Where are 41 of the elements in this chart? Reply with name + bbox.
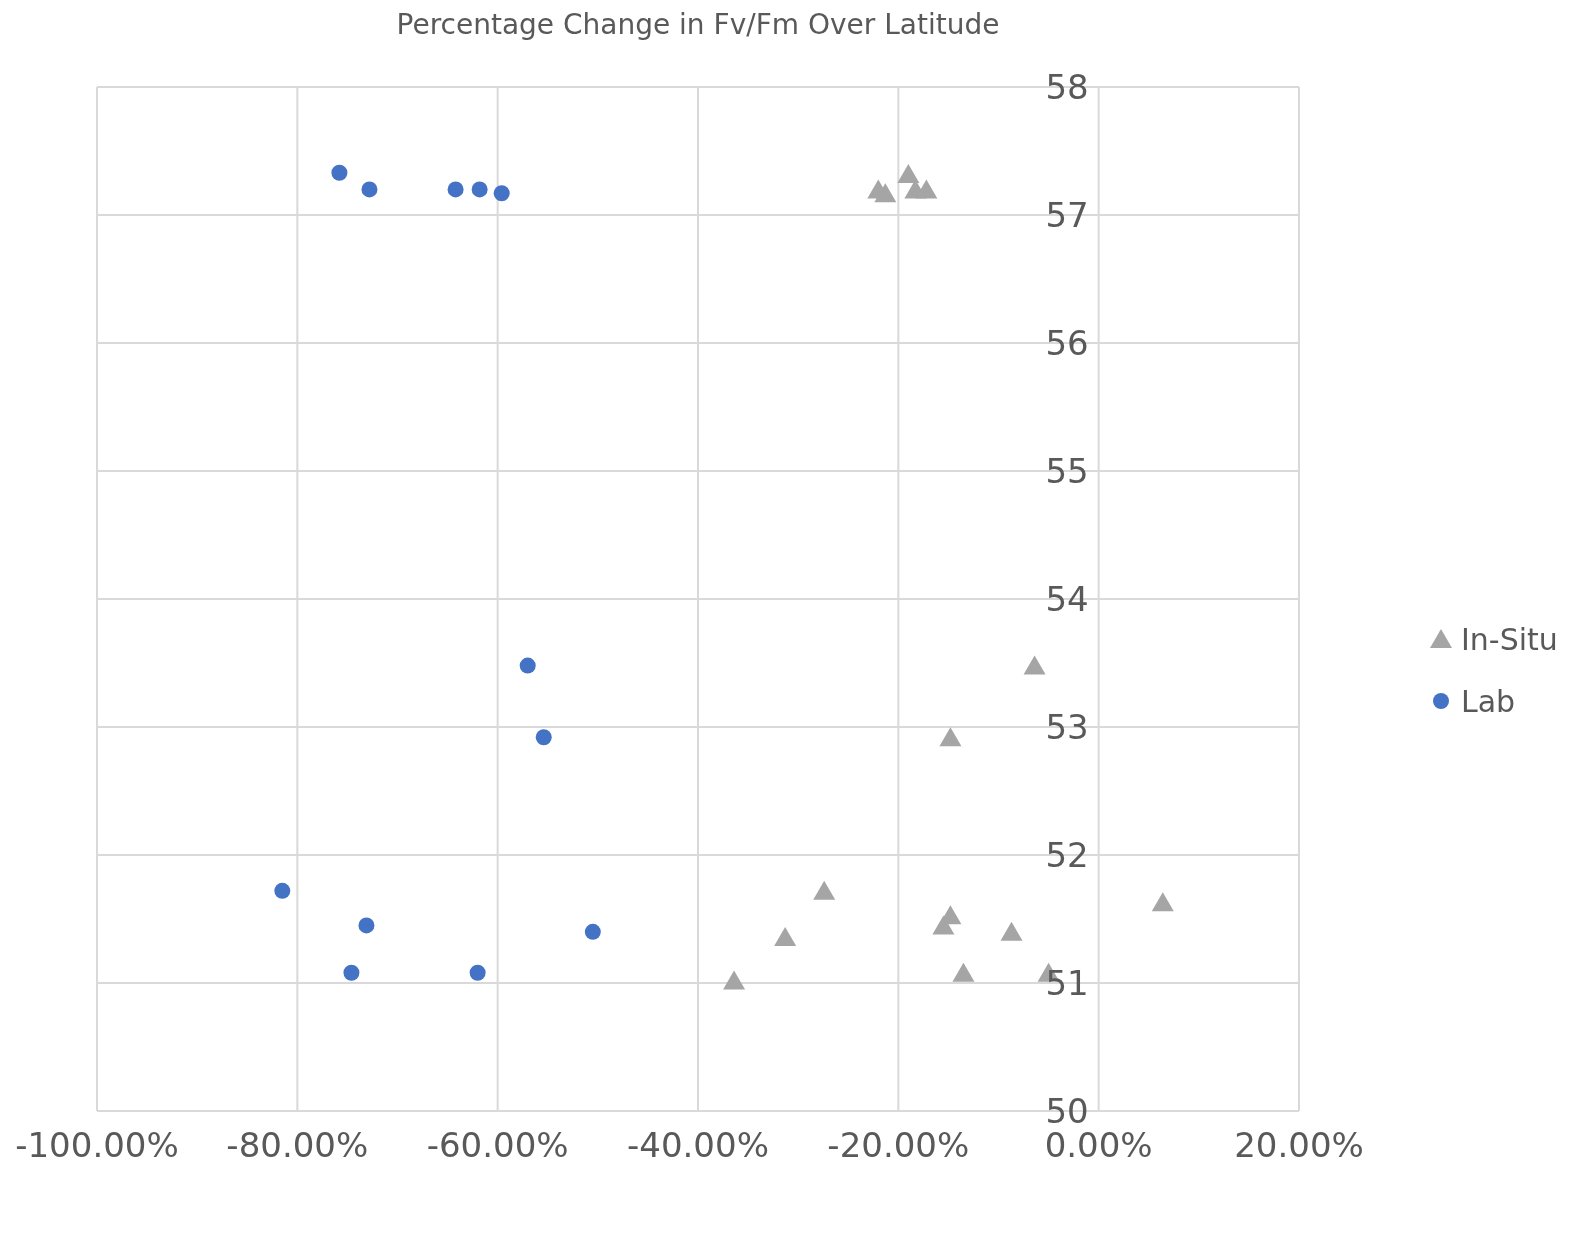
y-tick-label: 56: [1045, 323, 1089, 363]
point: [343, 964, 360, 981]
point: [774, 926, 797, 946]
x-tick-label: -80.00%: [226, 1125, 369, 1166]
point: [471, 181, 488, 198]
point: [584, 923, 601, 940]
x-tick-label: -20.00%: [827, 1125, 970, 1166]
point: [897, 164, 920, 184]
y-tick-label: 53: [1045, 707, 1089, 747]
point: [915, 179, 938, 199]
point: [519, 657, 536, 674]
x-tick-label: -40.00%: [627, 1125, 769, 1166]
point: [535, 729, 552, 746]
point: [447, 181, 464, 198]
point: [331, 164, 348, 181]
point: [952, 962, 975, 982]
legend-label: Lab: [1461, 683, 1516, 719]
point: [358, 917, 375, 934]
legend-label: In-Situ: [1461, 621, 1558, 657]
point: [813, 880, 836, 900]
y-tick-label: 52: [1045, 835, 1089, 875]
point: [1023, 655, 1046, 675]
point: [932, 915, 955, 935]
y-tick-label: 54: [1045, 579, 1089, 619]
point: [469, 964, 486, 981]
x-tick-label: -60.00%: [426, 1125, 569, 1166]
y-tick-label: 58: [1045, 67, 1089, 107]
point: [874, 183, 897, 203]
point: [361, 181, 378, 198]
point: [723, 970, 746, 990]
x-tick-label: -100.00%: [15, 1125, 179, 1166]
y-tick-label: 55: [1045, 451, 1089, 491]
point: [274, 882, 291, 899]
point: [1000, 921, 1023, 941]
point: [1151, 892, 1174, 912]
point: [939, 727, 962, 747]
chart-title: Percentage Change in Fv/Fm Over Latitude: [395, 8, 1001, 41]
y-tick-label: 57: [1045, 195, 1089, 235]
y-tick-label: 51: [1045, 963, 1089, 1003]
point: [493, 185, 510, 202]
x-tick-label: 20.00%: [1234, 1125, 1364, 1166]
